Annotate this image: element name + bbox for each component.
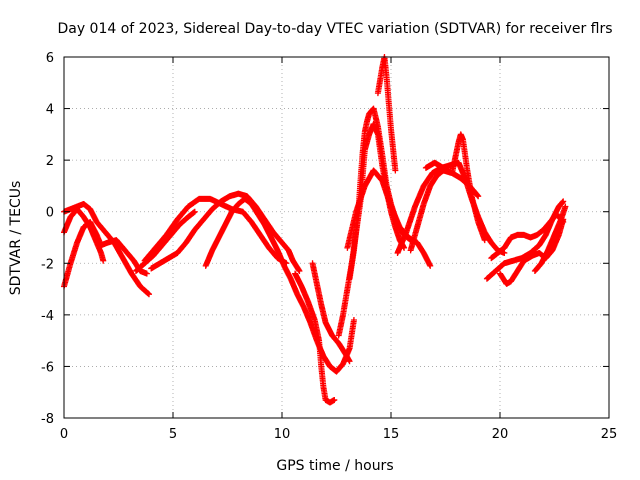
data-point	[346, 358, 353, 365]
series-track-8	[292, 270, 338, 406]
y-tick-label: -6	[41, 360, 54, 375]
y-tick-label: -2	[41, 257, 54, 272]
x-tick-label: 20	[492, 427, 509, 442]
data-point	[143, 270, 150, 277]
series-track-7	[202, 195, 357, 375]
data-point	[501, 249, 508, 256]
data-point	[100, 257, 107, 264]
data-point	[562, 203, 569, 210]
x-axis-label: GPS time / hours	[276, 458, 393, 474]
y-tick-label: -8	[41, 412, 54, 427]
series-track-16	[422, 159, 482, 200]
data-point	[191, 208, 198, 215]
data-point	[331, 396, 338, 403]
x-tick-label: 25	[601, 427, 618, 442]
series-track-20	[531, 203, 569, 275]
x-tick-label: 10	[274, 427, 291, 442]
series-track-2	[61, 206, 107, 264]
data-point	[296, 268, 303, 275]
x-tick-label: 0	[60, 427, 68, 442]
series-track-15	[407, 131, 488, 254]
x-tick-label: 15	[383, 427, 400, 442]
data-point	[481, 237, 488, 244]
y-tick-label: 6	[46, 51, 54, 66]
x-tick-label: 5	[169, 427, 177, 442]
data-point	[392, 167, 399, 174]
series-track-12	[374, 54, 399, 174]
chart-title: Day 014 of 2023, Sidereal Day-to-day VTE…	[57, 21, 612, 37]
data-point	[146, 291, 153, 298]
data-point	[475, 193, 482, 200]
data-point	[560, 198, 567, 205]
series-track-18	[488, 211, 567, 262]
y-tick-label: -4	[41, 309, 54, 324]
y-axis-label: SDTVAR / TECUs	[8, 181, 24, 296]
axis-ticks: 0 5 10 15 20 25 -8 -6 -4 -2 0 2 4 6	[41, 51, 617, 442]
y-tick-label: 4	[46, 103, 54, 118]
series-track-13	[344, 167, 434, 269]
data-point	[350, 317, 357, 324]
series-track-11	[346, 105, 414, 282]
data-series	[61, 54, 569, 406]
series-track-9	[309, 260, 353, 365]
plot-frame	[63, 56, 610, 419]
y-tick-label: 2	[46, 154, 54, 169]
data-point	[427, 262, 434, 269]
y-tick-label: 0	[46, 206, 54, 221]
